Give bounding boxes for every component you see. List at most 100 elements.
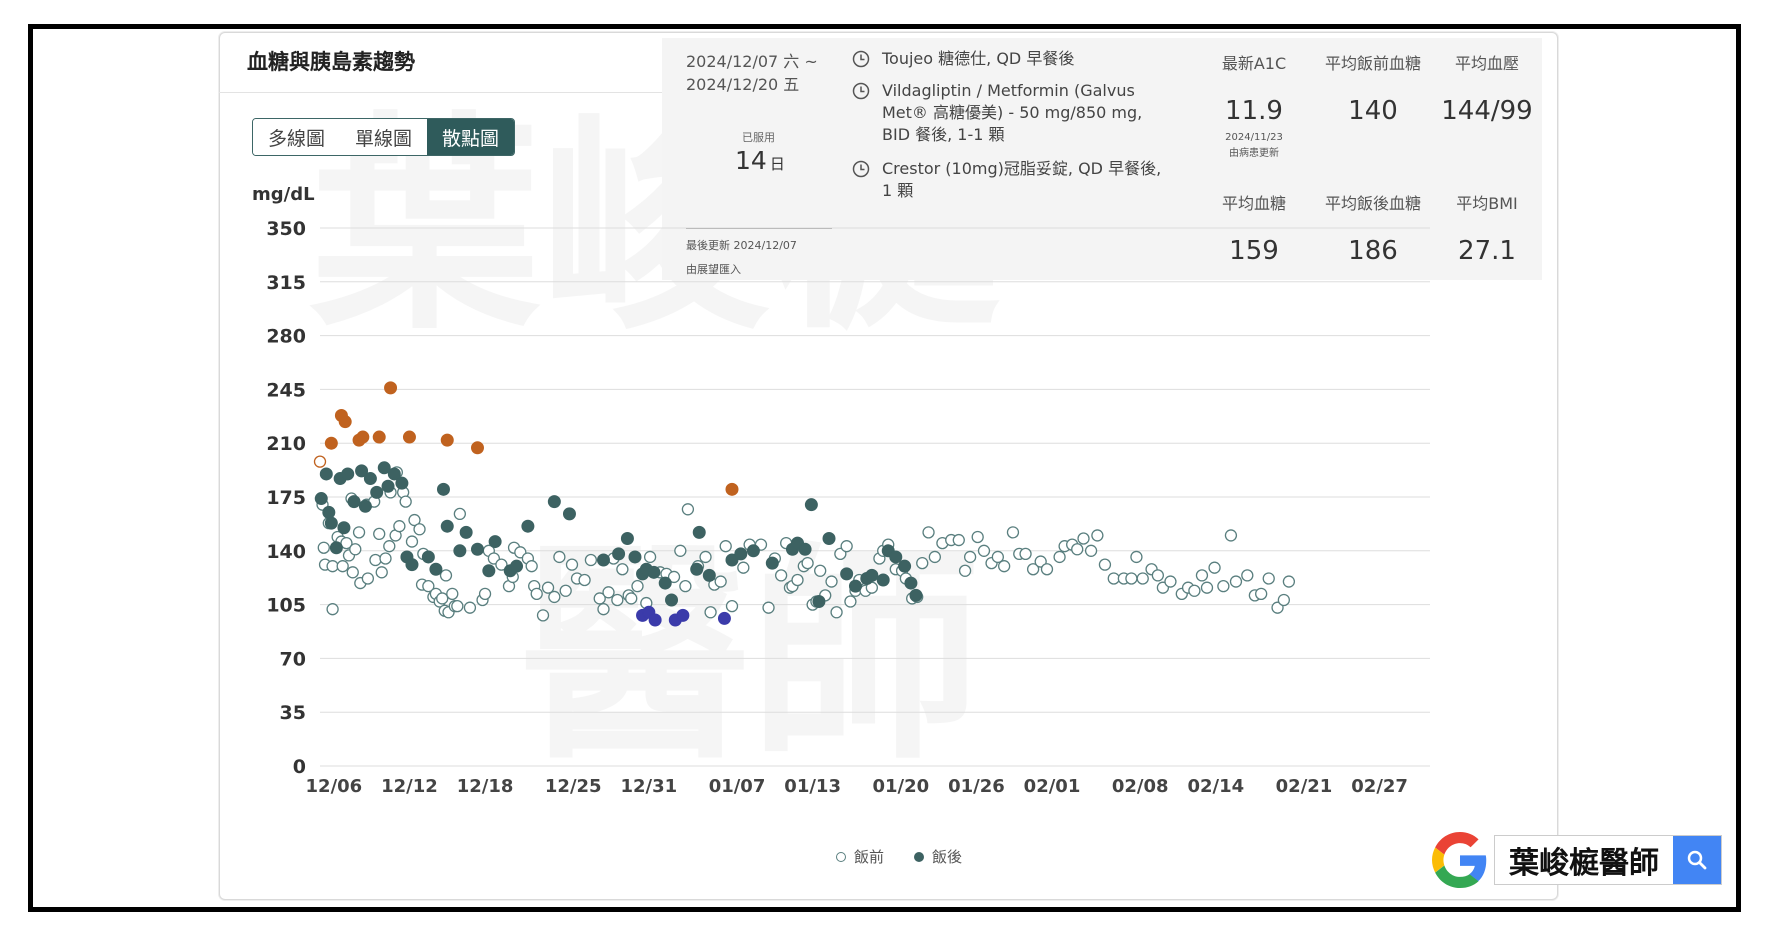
point-post	[363, 472, 377, 486]
point-pre	[977, 544, 991, 557]
point-pre	[436, 592, 449, 605]
point-post	[612, 547, 626, 561]
point-pre	[548, 590, 561, 604]
point-pre	[373, 527, 386, 541]
point-pre	[379, 552, 392, 565]
point-pre	[408, 513, 421, 527]
point-high	[384, 381, 398, 395]
point-post	[822, 532, 836, 546]
point-pre	[1188, 584, 1201, 597]
chart-legend: 飯前 飯後	[836, 846, 992, 867]
point-pre	[643, 550, 657, 564]
point-pre	[1262, 572, 1275, 585]
point-pre	[679, 580, 692, 593]
point-low	[717, 611, 731, 625]
clock-icon	[852, 50, 870, 68]
card-title: 血糖與胰島素趨勢	[247, 50, 415, 74]
y-tick-label: 70	[280, 648, 306, 670]
point-pre	[1136, 572, 1149, 585]
point-pre	[1053, 550, 1066, 564]
stat-avg-pre-label: 平均飯前血糖	[1324, 54, 1421, 73]
point-pre	[719, 540, 732, 553]
y-axis-label: mg/dL	[252, 184, 315, 205]
stat-avg-glucose-label: 平均血糖	[1221, 194, 1286, 213]
x-tick-label: 02/14	[1187, 776, 1244, 797]
x-tick-label: 01/26	[948, 776, 1005, 797]
legend-marker-post	[914, 851, 925, 862]
point-pre	[349, 543, 362, 556]
point-pre	[541, 581, 555, 594]
point-pre	[536, 609, 550, 622]
point-pre	[346, 566, 359, 579]
stat-a1c-note: 由病患更新	[1229, 148, 1279, 159]
taken-days-value: 14	[735, 146, 767, 175]
y-tick-label: 210	[266, 433, 306, 455]
point-post	[876, 573, 890, 587]
point-post	[521, 519, 535, 533]
point-pre	[326, 603, 339, 616]
point-pre	[922, 526, 935, 539]
point-post	[804, 498, 818, 512]
point-post	[341, 467, 355, 481]
point-pre	[313, 455, 327, 468]
point-post	[562, 507, 576, 521]
point-post	[628, 550, 642, 564]
stat-a1c-date: 2024/11/23	[1225, 132, 1283, 143]
y-tick-labels: 0 35 70 105 140 175 210 245 280 315 350	[266, 218, 306, 778]
clock-icon	[852, 82, 870, 100]
point-pre	[704, 606, 717, 619]
point-pre	[369, 553, 382, 567]
point-pre	[1277, 593, 1290, 607]
point-pre	[801, 556, 814, 570]
legend-item-post[interactable]: 飯後	[914, 846, 962, 867]
stat-avg-post-value: 186	[1348, 236, 1398, 266]
point-pre	[1224, 529, 1238, 542]
point-post	[865, 568, 879, 582]
point-pre	[674, 544, 687, 557]
point-pre	[830, 606, 843, 619]
medication-item: Vildagliptin / Metformin (Galvus Met® 高糖…	[852, 80, 1172, 146]
summary-panel	[662, 38, 1542, 280]
point-pre	[611, 593, 624, 607]
point-pre	[825, 575, 838, 588]
point-post	[889, 550, 903, 564]
point-pre	[1091, 529, 1104, 542]
search-button[interactable]	[1673, 836, 1721, 884]
point-pre	[602, 586, 615, 599]
y-tick-label: 350	[266, 218, 306, 240]
point-pre	[383, 540, 396, 553]
point-post	[734, 547, 748, 561]
point-high	[470, 441, 484, 455]
x-tick-label: 12/31	[621, 776, 678, 797]
point-pre	[1208, 561, 1221, 574]
point-post	[482, 564, 496, 578]
y-tick-label: 35	[280, 702, 306, 724]
point-high	[725, 482, 739, 496]
point-post	[322, 505, 336, 519]
tab-scatter[interactable]: 散點圖	[427, 119, 514, 155]
medication-item: Crestor (10mg)冠脂妥錠, QD 早餐後, 1 顆	[852, 158, 1172, 202]
date-start: 2024/12/07 六 ~	[686, 52, 818, 71]
last-updated: 最後更新 2024/12/07	[686, 239, 797, 252]
point-pre	[844, 595, 857, 608]
point-pre	[699, 550, 712, 564]
tab-multi-line[interactable]: 多線圖	[253, 119, 340, 155]
point-post	[658, 576, 672, 590]
point-low	[648, 613, 662, 627]
point-pre	[1195, 569, 1209, 582]
legend-item-pre[interactable]: 飯前	[836, 846, 884, 867]
point-pre	[1077, 532, 1090, 545]
x-tick-label: 02/27	[1351, 776, 1408, 797]
point-pre	[453, 507, 467, 521]
search-query: 葉峻榳醫師	[1509, 846, 1659, 881]
medication-name: Vildagliptin / Metformin (Galvus Met® 高糖…	[882, 81, 1143, 144]
point-post	[405, 558, 419, 572]
point-high	[440, 433, 454, 447]
x-tick-label: 12/06	[306, 776, 363, 797]
tab-single-line[interactable]: 單線圖	[340, 119, 427, 155]
point-pre	[958, 564, 972, 577]
point-post	[358, 499, 372, 513]
google-search-box[interactable]: 葉峻榳醫師	[1494, 835, 1722, 885]
point-post	[337, 521, 351, 535]
